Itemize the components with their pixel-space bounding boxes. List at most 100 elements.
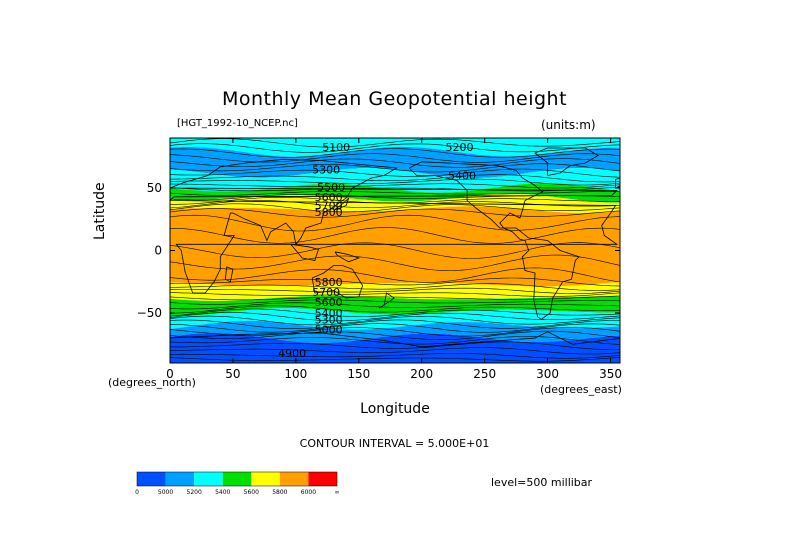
coastline bbox=[534, 147, 599, 176]
y-tick-label: 0 bbox=[154, 244, 162, 258]
contour-line bbox=[170, 312, 620, 322]
contour-line bbox=[170, 287, 620, 294]
height-band bbox=[170, 146, 620, 178]
x-axis-label: Longitude bbox=[360, 401, 430, 417]
contour-line bbox=[170, 138, 620, 148]
contour-label: 5600 bbox=[315, 296, 343, 309]
units-label: (units:m) bbox=[541, 118, 596, 132]
colorbar-swatch bbox=[251, 472, 280, 486]
contour-line bbox=[170, 277, 620, 287]
colorbar-swatch bbox=[165, 472, 195, 486]
level-label: level=500 millibar bbox=[491, 476, 593, 489]
coastline bbox=[170, 331, 620, 348]
height-band bbox=[170, 206, 620, 287]
contour-line bbox=[170, 295, 620, 301]
contour-line bbox=[170, 327, 620, 337]
height-band bbox=[170, 308, 620, 330]
x-tick-label: 50 bbox=[225, 367, 240, 381]
contour-line bbox=[170, 254, 620, 272]
contour-line bbox=[170, 158, 620, 168]
coastline bbox=[378, 292, 395, 309]
contour-label: 5100 bbox=[322, 141, 350, 154]
y-axis-units: (degrees_north) bbox=[108, 376, 196, 389]
contour-line bbox=[170, 323, 620, 333]
contour-line bbox=[170, 191, 620, 196]
colorbar-swatch bbox=[137, 472, 166, 486]
x-tick-label: 250 bbox=[473, 367, 496, 381]
colorbar-label: 5800 bbox=[272, 489, 287, 496]
contour-label: 5700 bbox=[312, 286, 340, 299]
contour-line bbox=[170, 319, 620, 329]
contour-label: 5700 bbox=[315, 200, 343, 213]
colorbar-label: 5200 bbox=[187, 489, 202, 496]
contour-label: 5400 bbox=[448, 170, 476, 183]
chart-title: Monthly Mean Geopotential height bbox=[221, 88, 568, 110]
contour-label: 5300 bbox=[312, 163, 340, 176]
contour-line bbox=[170, 174, 620, 183]
contour-line bbox=[170, 299, 620, 305]
contour-line bbox=[170, 267, 620, 283]
coastline bbox=[170, 158, 619, 294]
contour-line bbox=[170, 315, 620, 326]
contour-interval-label: CONTOUR INTERVAL = 5.000E+01 bbox=[299, 437, 490, 450]
contour-label: 4900 bbox=[278, 347, 306, 360]
contour-line bbox=[170, 347, 620, 355]
coastline bbox=[333, 197, 350, 211]
colorbar-swatch bbox=[194, 472, 223, 486]
contour-label: 5400 bbox=[315, 307, 343, 320]
coastline bbox=[615, 177, 620, 189]
height-band bbox=[170, 138, 620, 157]
contour-line bbox=[170, 353, 620, 359]
coastline bbox=[408, 161, 580, 320]
colorbar-label: 0 bbox=[135, 489, 139, 496]
coastline bbox=[290, 243, 320, 261]
y-tick-label: −50 bbox=[137, 306, 162, 320]
contour-label: 5500 bbox=[317, 181, 345, 194]
contour-line bbox=[170, 183, 620, 189]
contour-label: 5800 bbox=[315, 276, 343, 289]
coastline bbox=[334, 251, 361, 263]
colorbar-swatch bbox=[222, 472, 252, 486]
contour-line bbox=[170, 283, 620, 291]
contour-line bbox=[170, 186, 620, 192]
contour-line bbox=[170, 203, 620, 213]
contour-line bbox=[170, 242, 620, 259]
contour-label: 5300 bbox=[315, 313, 343, 326]
contour-line bbox=[170, 178, 620, 186]
colorbar-frame bbox=[136, 471, 338, 487]
contour-line bbox=[170, 143, 620, 153]
contour-line bbox=[170, 227, 620, 244]
y-tick-label: 50 bbox=[147, 181, 162, 195]
contour-label: 5600 bbox=[315, 191, 343, 204]
x-tick-label: 350 bbox=[599, 367, 622, 381]
contour-line bbox=[170, 292, 620, 297]
contour-line bbox=[170, 330, 620, 340]
colorbar-swatch bbox=[279, 472, 309, 486]
colorbar-swatch bbox=[308, 472, 337, 486]
file-label: [HGT_1992-10_NCEP.nc] bbox=[177, 118, 298, 129]
contour-label: 5800 bbox=[315, 206, 343, 219]
x-tick-label: 100 bbox=[284, 367, 307, 381]
colorbar-label: 5600 bbox=[244, 489, 259, 496]
colorbar-label: 5000 bbox=[158, 489, 173, 496]
coastline bbox=[224, 266, 234, 283]
x-tick-label: 200 bbox=[410, 367, 433, 381]
contour-line bbox=[170, 148, 620, 158]
contour-line bbox=[170, 341, 620, 350]
x-tick-label: 150 bbox=[347, 367, 370, 381]
contour-line bbox=[170, 336, 620, 345]
contour-line bbox=[170, 208, 620, 218]
contour-label: 5200 bbox=[446, 141, 474, 154]
contour-label: 5000 bbox=[315, 323, 343, 336]
colorbar-label: 6000 bbox=[301, 489, 316, 496]
contour-line bbox=[170, 305, 620, 314]
height-band bbox=[170, 282, 620, 301]
colorbar-label: ∞ bbox=[335, 489, 340, 496]
contour-line bbox=[170, 153, 620, 163]
x-axis-units: (degrees_east) bbox=[540, 383, 622, 396]
coastline bbox=[311, 265, 364, 299]
contour-line bbox=[170, 302, 620, 310]
x-tick-label: 0 bbox=[166, 367, 174, 381]
colorbar-label: 5400 bbox=[215, 489, 230, 496]
